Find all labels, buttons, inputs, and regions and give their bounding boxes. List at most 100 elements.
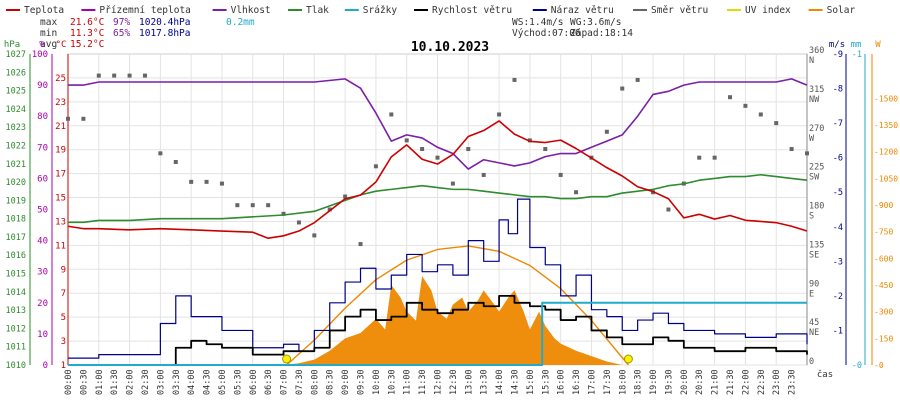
temperature-tick-label: 9 [61,265,66,275]
pressure-tick-label: 1027 [6,50,26,60]
time-tick-label: 11:00 [403,369,413,395]
speed-tick-label: -3 [833,257,843,267]
pressure-tick-label: 1026 [6,68,26,78]
stat-min-hum: 65% [113,28,130,39]
wind-direction-point [173,159,178,164]
time-tick-label: 23:00 [772,369,782,395]
pressure-tick-label: 1018 [6,215,26,225]
time-tick-label: 20:30 [695,369,705,395]
humidity-tick-label: 60 [37,174,48,184]
stat-min-temp: 11.3°C [70,28,104,39]
wind-direction-point [235,203,240,208]
time-tick-label: 21:00 [711,369,721,395]
x-axis: 00:00 00:30 01:00 01:30 02:00 02:30 03:00 03:30… [64,369,798,395]
legend-label-0: Teplota [24,5,64,16]
wind-direction-point [312,233,317,238]
time-tick-label: 06:30 [264,369,274,395]
temperature-tick-label: 5 [61,313,66,323]
wind-direction-point [604,129,609,134]
solar-area [68,276,807,365]
time-tick-label: 19:00 [649,369,659,395]
humidity-tick-label: 70 [37,143,48,153]
time-tick-label: 07:30 [295,369,305,395]
wind-direction-point [527,138,532,143]
wind-direction-point [343,194,348,199]
wind-direction-point [558,172,563,177]
legend-label-6: Náraz větru [551,5,614,16]
wind-direction-point [435,155,440,160]
time-tick-label: 15:30 [541,369,551,395]
stat-min-label: min [40,28,57,39]
plot-area [66,73,809,366]
pressure-tick-label: 1013 [6,306,26,316]
time-tick-label: 16:30 [572,369,582,395]
stat-max-press: 1020.4hPa [139,17,190,28]
legend-label-2: Vlhkost [231,5,271,16]
wind-direction-point [158,151,163,156]
solar-tick-label: -0 [874,361,884,370]
rain-line [68,301,807,366]
wind-direction-point [805,151,809,156]
time-tick-label: 01:00 [95,369,105,395]
axes: 1010101110121013101410151016101710181019… [6,46,899,371]
solar-tick-label: -1200 [874,148,898,157]
stat-avg-temp: 15.2°C [70,39,104,50]
direction-tick-label: NW [809,95,820,105]
time-tick-label: 04:30 [203,369,213,395]
humidity-tick-label: 20 [37,299,48,309]
wind-direction-point [712,155,717,160]
direction-tick-label: 135 [809,240,824,250]
unit-w: W [875,40,881,50]
speed-tick-label: -9 [833,50,843,60]
wind-direction-point [66,116,70,121]
wind-direction-point [404,138,409,143]
wind-direction-point [512,77,517,82]
time-tick-label: 05:30 [233,369,243,395]
pressure-tick-label: 1014 [6,288,26,298]
stats-block: max 21.6°C 97% 1020.4hPa 0.2mm min 11.3°… [40,17,633,50]
direction-tick-label: E [809,289,814,299]
pressure-tick-label: 1015 [6,270,26,280]
humidity-line [68,78,808,170]
time-tick-label: 03:30 [172,369,182,395]
wind-direction-point [620,86,625,91]
sunset-marker [623,354,633,364]
speed-tick-label: -2 [833,292,843,302]
temperature-line [67,120,808,240]
wind-speed-line [68,294,808,366]
time-tick-label: 15:00 [526,369,536,395]
solar-tick-label: -1500 [874,94,898,103]
wind-direction-point [543,147,548,152]
wind-direction-point [758,112,763,117]
wind-direction-point [789,147,794,152]
pressure-tick-label: 1025 [6,87,26,97]
time-tick-label: 09:30 [357,369,367,395]
legend-label-4: Srážky [363,5,398,16]
solar-max-curve [286,245,629,366]
direction-tick-label: SE [809,250,819,260]
time-tick-label: 10:30 [387,369,397,395]
direction-tick-label: SW [809,173,820,183]
sunrise-marker [282,354,292,364]
unit-degc: °C [56,40,67,50]
legend-label-1: Přízemní teplota [99,5,191,16]
pressure-tick-label: 1024 [6,105,26,115]
chart-title: 10.10.2023 [411,40,489,55]
humidity-tick-label: 90 [37,81,48,91]
solar-tick-label: -150 [874,334,893,343]
time-tick-label: 02:30 [141,369,151,395]
solar-tick-label: -1050 [874,174,898,183]
direction-tick-label: 180 [809,202,824,212]
stat-max-rain: 0.2mm [226,17,255,28]
wind-direction-point [666,207,671,212]
wind-direction-point [373,164,378,169]
time-tick-label: 06:00 [249,369,259,395]
speed-tick-label: -8 [833,85,843,95]
pressure-tick-label: 1010 [6,361,26,371]
humidity-tick-label: 80 [37,112,48,122]
speed-tick-label: -4 [833,223,843,233]
stat-max-label: max [40,17,57,28]
time-tick-label: 22:30 [757,369,767,395]
humidity-tick-label: 50 [37,206,48,216]
